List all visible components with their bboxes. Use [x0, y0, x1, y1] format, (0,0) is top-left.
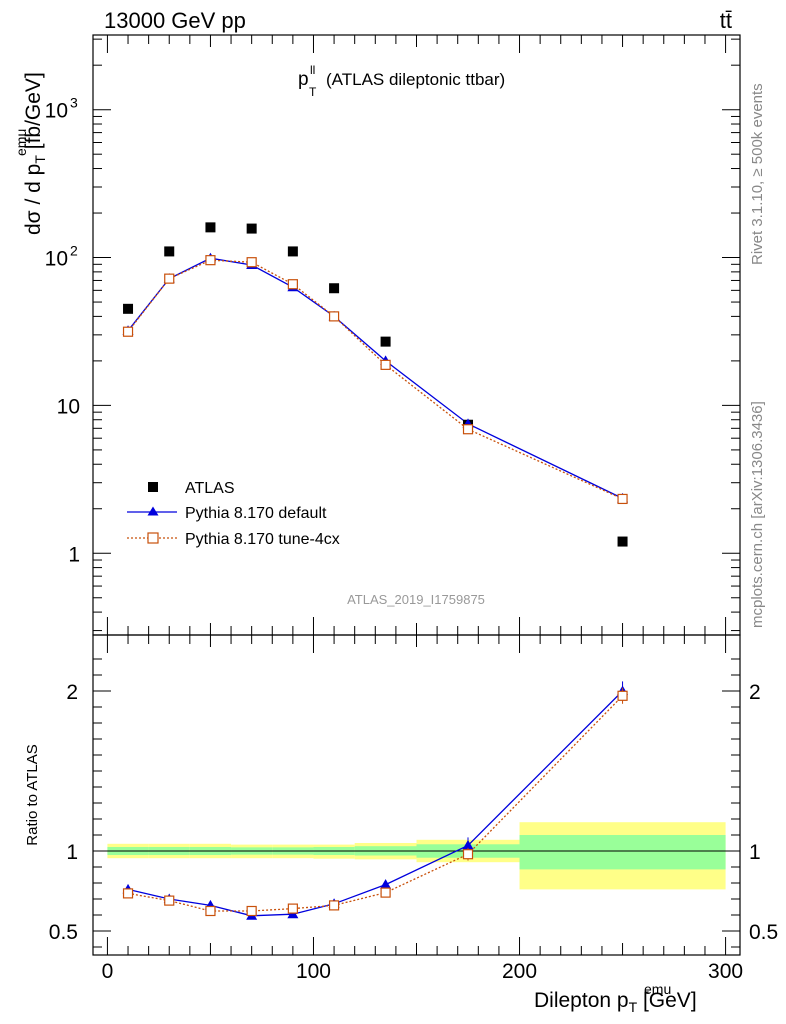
main-ytick-label: 1: [68, 543, 80, 566]
legend: ATLAS Pythia 8.170 default Pythia 8.170 …: [127, 480, 340, 548]
ratio-xtick-label: 300: [708, 960, 743, 983]
legend-entry-tune4cx: Pythia 8.170 tune-4cx: [127, 531, 340, 548]
ratio-panel: 0.5 0.5 1 1 2 2 0 100 200 300 Ratio to ATLAS Dile…: [24, 634, 778, 1015]
legend-marker-default: [147, 506, 159, 516]
data-point-atlas: [123, 303, 134, 314]
header-process-label: tt̄: [720, 8, 732, 33]
ratio-xtick-label: 200: [502, 960, 537, 983]
ylabel-sub: T: [32, 155, 48, 164]
data-point-atlas: [287, 246, 298, 257]
ratio-xtick-label: 100: [296, 960, 331, 983]
data-point-atlas: [329, 283, 340, 294]
ratio-point-tune4cx: [328, 900, 340, 911]
ratio-point-tune4cx: [205, 905, 216, 917]
ratio-ytick-label-right: 2: [749, 681, 761, 704]
header-collision-label: 13000 GeV pp: [104, 8, 246, 33]
mcplots-label: mcplots.cern.ch [arXiv:1306.3436]: [749, 401, 766, 628]
ratio-point-tune4cx: [617, 690, 628, 701]
main-ytick-label: 10: [45, 248, 68, 271]
ratio-xlabel: Dilepton pT [GeV] emu: [534, 981, 697, 1015]
data-point-atlas: [380, 336, 391, 347]
svg-text:T: T: [309, 85, 317, 99]
ratio-point-tune4cx: [287, 903, 298, 914]
svg-text:dσ / d pT [fb/GeV]: dσ / d pT [fb/GeV]: [22, 72, 48, 235]
ratio-point-default: [380, 879, 392, 889]
main-ytick-label-exponent: 3: [70, 95, 78, 111]
svg-text:Dilepton pT [GeV]: Dilepton pT [GeV]: [534, 989, 697, 1015]
legend-marker-tune4cx: [147, 532, 159, 544]
data-point-tune4cx: [328, 311, 340, 322]
ratio-ytick-label: 0.5: [49, 921, 78, 944]
ratio-point-tune4cx: [462, 849, 474, 860]
analysis-id-label: ATLAS_2019_I1759875: [347, 592, 485, 607]
data-point-tune4cx: [287, 279, 298, 290]
ylabel-sup: emu: [13, 129, 29, 156]
xlabel-post: [GeV]: [637, 989, 697, 1012]
main-ytick-label-exponent: 2: [70, 243, 78, 259]
data-point-tune4cx: [246, 257, 257, 268]
main-ylabel: dσ / d pT [fb/GeV] emu: [13, 72, 48, 235]
data-point-atlas: [205, 222, 216, 233]
svg-text:(ATLAS dileptonic ttbar): (ATLAS dileptonic ttbar): [326, 70, 505, 89]
svg-text:ll: ll: [310, 63, 315, 77]
ratio-ytick-label-right: 1: [749, 841, 761, 864]
data-point-tune4cx: [462, 424, 474, 435]
data-point-tune4cx: [122, 326, 134, 337]
data-point-atlas: [246, 223, 257, 234]
ratio-point-default: [462, 839, 474, 850]
ratio-band-green: [519, 835, 726, 870]
legend-entry-atlas: ATLAS: [148, 480, 235, 497]
data-point-atlas: [617, 536, 628, 547]
xlabel-pre: Dilepton p: [534, 989, 629, 1012]
xlabel-sub: T: [629, 999, 638, 1015]
main-series-lines: [127, 257, 623, 500]
ratio-ticks: 0.5 0.5 1 1 2 2 0 100 200 300: [49, 635, 778, 983]
series-line-1: [127, 257, 623, 499]
main-ytick-label: 10: [45, 100, 68, 123]
ratio-frame: [92, 634, 741, 956]
ratio-ytick-label: 2: [66, 681, 78, 704]
legend-marker-atlas: [148, 482, 158, 492]
legend-label-tune4cx: Pythia 8.170 tune-4cx: [185, 531, 340, 548]
ylabel-pre: dσ / d p: [22, 164, 45, 235]
ratio-point-tune4cx: [122, 888, 134, 899]
legend-label-default: Pythia 8.170 default: [185, 505, 327, 522]
data-point-atlas: [164, 246, 175, 257]
title-p: p: [298, 69, 309, 90]
xlabel-sup: emu: [644, 981, 671, 997]
ylabel-post: [fb/GeV]: [22, 72, 45, 155]
rivet-version-label: Rivet 3.1.10, ≥ 500k events: [749, 83, 766, 265]
ratio-line-1: [127, 695, 624, 912]
main-markers: [122, 222, 629, 547]
ratio-point-tune4cx: [380, 887, 391, 898]
data-point-tune4cx: [164, 273, 175, 284]
main-ytick-label: 10: [57, 395, 80, 418]
ratio-point-tune4cx: [246, 905, 257, 917]
ratio-xtick-label: 0: [102, 960, 114, 983]
ratio-point-tune4cx: [164, 895, 175, 906]
ratio-series: [122, 681, 629, 920]
title-sup: ll: [310, 63, 315, 77]
ratio-ylabel: Ratio to ATLAS: [24, 744, 41, 845]
data-point-tune4cx: [380, 359, 391, 370]
title-sub: T: [309, 85, 317, 99]
title-rest: (ATLAS dileptonic ttbar): [326, 70, 505, 89]
data-point-tune4cx: [205, 255, 216, 266]
legend-label-atlas: ATLAS: [185, 480, 235, 497]
main-title: p ll T (ATLAS dileptonic ttbar): [298, 63, 505, 99]
ratio-ytick-label-right: 0.5: [749, 921, 778, 944]
data-point-tune4cx: [617, 493, 628, 505]
svg-text:p: p: [298, 69, 309, 90]
ratio-bands: [107, 822, 726, 890]
ratio-ytick-label: 1: [66, 841, 78, 864]
legend-entry-default: Pythia 8.170 default: [127, 505, 327, 522]
